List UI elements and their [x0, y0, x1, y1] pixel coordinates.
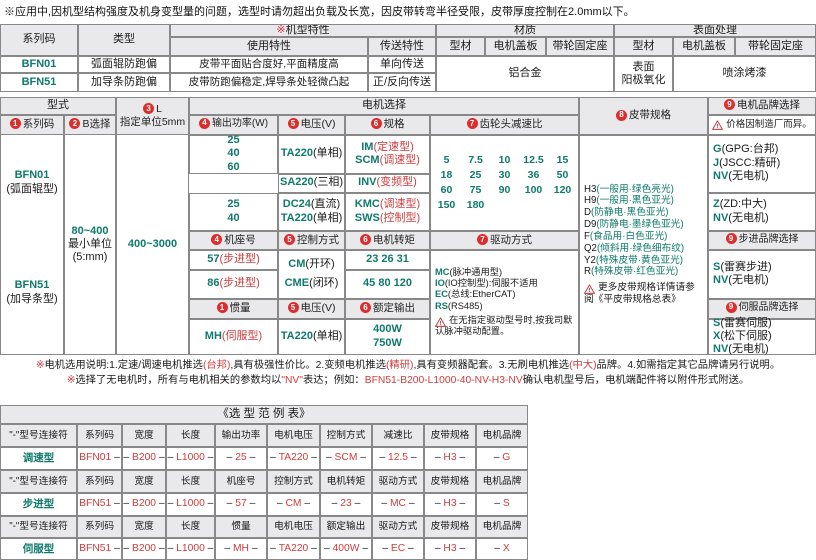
svg-text:!: ! — [589, 288, 591, 294]
svg-text:!: ! — [717, 124, 719, 130]
svg-text:!: ! — [440, 321, 442, 327]
